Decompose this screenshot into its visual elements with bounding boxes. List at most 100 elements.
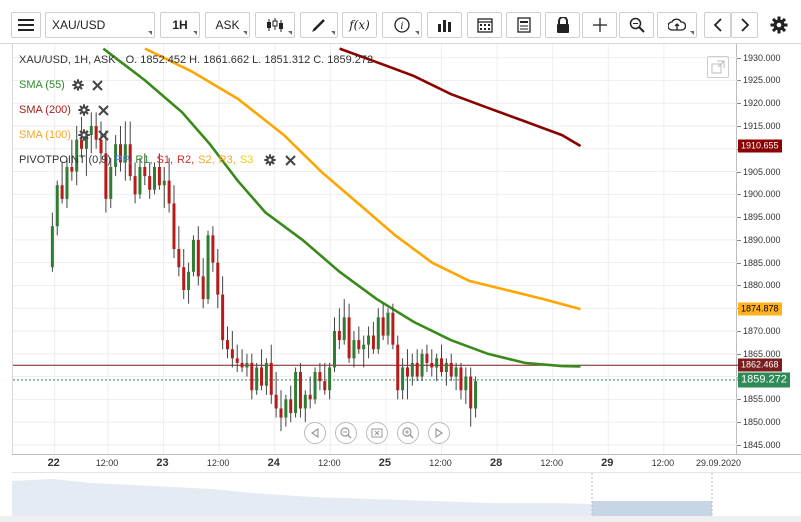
calendar-button[interactable] [467,12,502,38]
close-icon[interactable] [97,103,111,117]
candle-body [172,203,176,249]
dropdown-caret-icon [148,31,152,35]
legend-pivot-part: S2, [198,154,215,166]
symbol-label: XAU/USD [52,18,106,32]
gear-icon[interactable] [77,128,91,142]
candle-body [367,335,371,345]
zoom-in-icon [402,427,414,439]
price-tick-label: 1930.000 [737,52,781,63]
info-button[interactable]: i [382,12,422,38]
interval-selector[interactable]: 1H [160,12,200,38]
close-icon[interactable] [97,128,111,142]
chart-area[interactable] [12,44,738,454]
overview-chart [12,473,713,517]
dropdown-caret-icon [331,31,335,35]
candle-body [333,331,337,368]
crosshair-button[interactable] [582,12,617,38]
candle-body [474,381,478,409]
time-tick-label: 25 [378,457,392,469]
dropdown-caret-icon [243,31,247,35]
chevron-right-icon [740,18,749,32]
scroll-left-button[interactable] [704,12,731,38]
price-axis[interactable]: 1930.0001925.0001920.0001915.0001910.000… [737,44,801,454]
price-tag: 1910.655 [738,139,782,153]
gear-icon [770,16,788,34]
candle-body [381,317,385,336]
candle-body [391,312,395,345]
legend-pivot: PIVOTPOINT (0,9) PP, R1, S1, R2, S2, R3, S3 [19,153,297,167]
candle-body [75,139,79,172]
gear-icon[interactable] [77,103,91,117]
chart-navigation [304,422,459,444]
candle-body [162,180,166,186]
candle-body [410,362,414,377]
pan-left-button[interactable] [304,422,326,444]
price-tick-label: 1915.000 [737,121,781,131]
chart-type-button[interactable] [255,12,295,38]
expand-icon [711,60,725,74]
legend-pivot-part: S1, [156,154,174,166]
legend-pivot-part: R1, [135,154,153,166]
candle-body [225,340,229,350]
volume-icon [437,20,451,32]
candle-body [376,317,380,350]
candle-body [94,126,98,140]
candle-body [260,367,264,386]
candle-body [454,367,458,377]
price-tick-label: 1925.000 [737,75,781,86]
time-axis[interactable]: 22 12:00 23 12:00 24 12:00 25 12:00 28 12:00 29 12:… [12,454,801,472]
candle-body [396,344,400,391]
candle-body [303,394,307,409]
sma-line [144,47,581,311]
candle-body [444,362,448,372]
settings-button[interactable] [765,12,793,38]
time-tick-label: 12:00 [95,458,119,468]
close-icon[interactable] [283,153,297,167]
candle-body [187,271,191,290]
expand-chart-button[interactable] [707,56,729,78]
symbol-selector[interactable]: XAU/USD [45,12,155,38]
pan-right-button[interactable] [428,422,450,444]
reset-view-button[interactable] [366,422,388,444]
candle-body [182,267,186,290]
candles-icon [267,18,283,32]
candle-body [196,239,200,277]
draw-tools-button[interactable] [300,12,338,38]
scroll-right-button[interactable] [731,12,758,38]
candle-body [352,340,356,359]
time-tick-label: 29.09.2020 [695,458,741,468]
menu-button[interactable] [11,12,41,38]
price-side-selector[interactable]: ASK [205,12,250,38]
gear-icon[interactable] [71,78,85,92]
candle-body [84,135,88,149]
price-chart[interactable] [13,44,738,454]
legend-pivot-lines: PP, R1, S1, R2, S2, R3, S3 [115,154,257,166]
zoom-icon [629,17,645,33]
lock-button[interactable] [545,12,580,38]
lock-icon [556,17,569,33]
indicators-button[interactable]: f(x) [342,12,377,38]
legend-sma200: SMA (200) [19,103,111,117]
triangle-right-icon [435,428,444,438]
share-button[interactable] [657,12,697,38]
candle-body [70,167,74,172]
candle-body [342,317,346,341]
candle-body [109,167,113,199]
candle-body [469,376,473,409]
candle-body [313,372,317,400]
candle-body [55,185,59,227]
horizontal-scrollbar[interactable] [0,516,801,522]
zoom-in-button[interactable] [397,422,419,444]
volume-button[interactable] [427,12,462,38]
zoom-button[interactable] [619,12,654,38]
gear-icon[interactable] [263,153,277,167]
close-icon[interactable] [91,78,105,92]
notes-button[interactable] [506,12,541,38]
candle-body [269,362,273,395]
candle-body [440,358,444,372]
candle-body [65,167,69,199]
time-tick-label: 12:00 [206,458,230,468]
zoom-out-button[interactable] [335,422,357,444]
overview-navigator[interactable] [12,472,801,517]
